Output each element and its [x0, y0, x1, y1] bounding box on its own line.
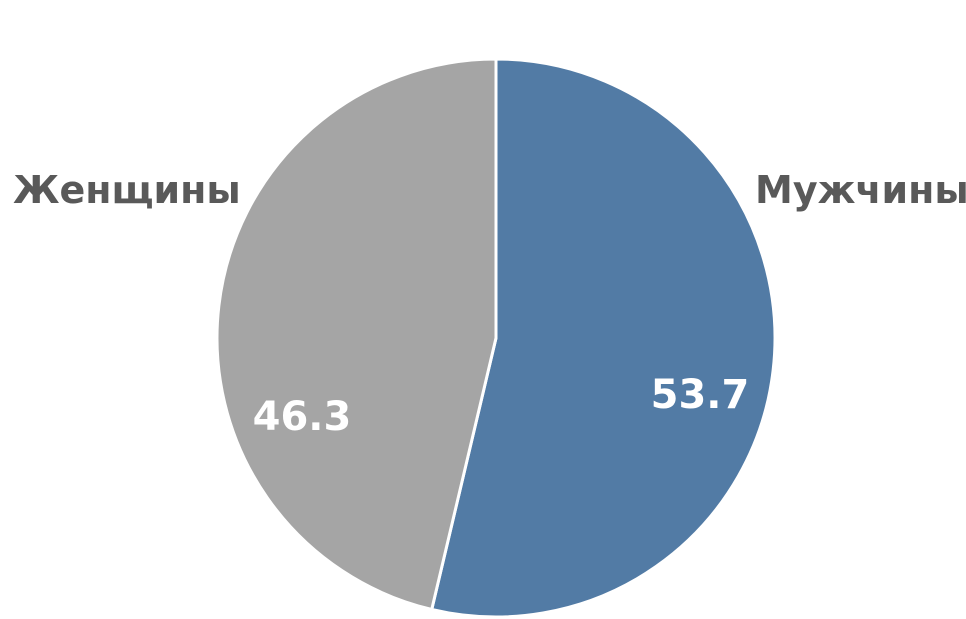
pie-slice-men	[430, 57, 777, 619]
pie-slice-women	[215, 57, 498, 611]
category-label-women: Женщины	[13, 168, 241, 212]
value-label-men: 53.7	[651, 372, 750, 418]
value-label-women: 46.3	[253, 394, 352, 440]
category-label-men: Мужчины	[755, 168, 966, 212]
pie-slices	[215, 57, 777, 619]
